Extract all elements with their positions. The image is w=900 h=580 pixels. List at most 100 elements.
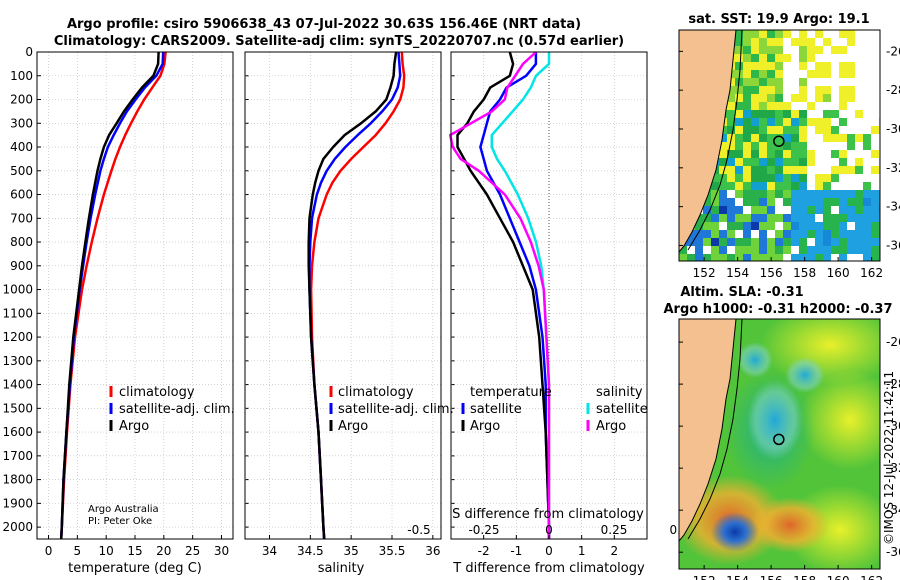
- salinity-lines: [307, 51, 406, 540]
- depth-tick-label: 1100: [2, 306, 33, 320]
- series-line-argo: [307, 51, 398, 540]
- x-tick-label: 15: [127, 544, 142, 558]
- legend-label-s-satellite: satellite: [596, 402, 648, 417]
- shelf-contour: [687, 30, 743, 251]
- series-line-satellite-s-diff: [490, 52, 551, 539]
- s-diff-axis-label: S difference from climatology: [452, 507, 644, 522]
- difference-legend-temperature: temperature satellite Argo: [461, 385, 552, 434]
- depth-tick-label: 800: [10, 235, 33, 249]
- difference-legend-salinity: salinity satellite Argo: [586, 385, 648, 434]
- temperature-panel: 0 5 10 15 20 25 30 0 100 200 300 400 500 600 700 800 90…: [2, 45, 455, 576]
- depth-ticks: 0 100 200 300 400 500 600 700 800 900 1000 1100 1200…: [2, 45, 455, 534]
- depth-tick-label: 0: [25, 45, 33, 59]
- lon-tick-label: 156: [760, 574, 783, 580]
- figure-title-line2: Climatology: CARS2009. Satellite-adj cli…: [54, 34, 624, 49]
- depth-tick-label: 1500: [2, 401, 33, 415]
- sla-lon-ticks: 152 154 156 158 160 162: [693, 565, 883, 580]
- sst-map: sat. SST: 19.9 Argo: 19.1 152 154 156 158 16…: [678, 12, 900, 280]
- x-tick-label: 34: [262, 544, 277, 558]
- difference-xticks: -2 -1 0 1 2: [478, 535, 618, 558]
- lat-tick-label: -28: [886, 83, 900, 97]
- temperature-xlabel: temperature (deg C): [68, 561, 202, 576]
- lon-tick-label: 156: [760, 266, 783, 280]
- depth-tick-label: 100: [10, 69, 33, 83]
- x-tick-label: 30: [214, 544, 229, 558]
- lat-tick-label: -26: [886, 44, 900, 58]
- legend-label-satellite: satellite-adj. clim.: [119, 402, 235, 417]
- credit-line1: Argo Australia: [88, 504, 159, 515]
- depth-tick-label: 1600: [2, 425, 33, 439]
- x-tick-label: 5: [74, 544, 82, 558]
- series-line-argo-s-diff: [448, 51, 551, 539]
- legend-label-argo: Argo: [338, 419, 368, 434]
- x-tick-label: 36: [425, 544, 440, 558]
- lat-tick-label: -30: [886, 419, 900, 433]
- sla-lat-ticks: -26 -28 -30 -32 -34 -36: [679, 335, 900, 559]
- lat-tick-label: -36: [886, 238, 900, 252]
- lat-tick-label: -34: [886, 200, 900, 214]
- salinity-axes-frame: [244, 51, 442, 540]
- depth-tick-label: 600: [10, 188, 33, 202]
- series-line-satellite-adj-clim: [308, 51, 402, 540]
- lat-tick-label: -28: [886, 377, 900, 391]
- sla-map-frame: [678, 318, 881, 570]
- lon-tick-label: 160: [827, 266, 850, 280]
- salinity-grid: [245, 51, 441, 539]
- depth-tick-label: 1000: [2, 283, 33, 297]
- legend-title-salinity: salinity: [596, 385, 643, 400]
- sst-lat-ticks: -26 -28 -30 -32 -34 -36: [679, 44, 900, 252]
- depth-tick-label: 1700: [2, 449, 33, 463]
- s-tick-label: -0.25: [468, 523, 499, 537]
- salinity-xticks: 34 34.5 35 35.5 36: [262, 535, 440, 558]
- temperature-xticks: 0 5 10 15 20 25 30: [45, 535, 229, 558]
- lon-tick-label: 162: [860, 266, 883, 280]
- sla-map: Altim. SLA: -0.31 Argo h1000: -0.31 h200…: [663, 285, 900, 580]
- s-tick-label: -0.5: [407, 523, 430, 537]
- australia-landmass: [679, 30, 737, 253]
- salinity-xlabel: salinity: [318, 561, 365, 576]
- salinity-legend: climatology satellite-adj. clim. Argo: [329, 385, 454, 434]
- depth-tick-label: 900: [10, 259, 33, 273]
- credit-line2: PI: Peter Oke: [88, 516, 152, 527]
- x-tick-label: -2: [478, 544, 490, 558]
- depth-tick-label: 300: [10, 116, 33, 130]
- legend-label-t-argo: Argo: [470, 419, 500, 434]
- sst-lon-ticks: 152 154 156 158 160 162: [693, 257, 883, 280]
- lon-tick-label: 154: [726, 574, 749, 580]
- depth-tick-label: 2000: [2, 520, 33, 534]
- x-tick-label: 0: [545, 544, 553, 558]
- temperature-grid: [37, 51, 233, 539]
- australia-landmass: [679, 319, 737, 542]
- difference-lines: [448, 51, 551, 539]
- legend-label-satellite: satellite-adj. clim.: [338, 402, 454, 417]
- salinity-panel: 34 34.5 35 35.5 36 salinity climatology sate…: [244, 51, 454, 576]
- lat-tick-label: -30: [886, 122, 900, 136]
- x-tick-label: 35: [344, 544, 359, 558]
- legend-label-climatology: climatology: [119, 385, 195, 400]
- x-tick-label: 25: [185, 544, 200, 558]
- temperature-legend: climatology satellite-adj. clim. Argo: [109, 385, 235, 434]
- sla-map-subtitle: Argo h1000: -0.31 h2000: -0.37: [663, 302, 892, 317]
- lon-tick-label: 158: [793, 574, 816, 580]
- lon-tick-label: 160: [827, 574, 850, 580]
- depth-tick-label: 1200: [2, 330, 33, 344]
- difference-xlabel: T difference from climatology: [452, 561, 645, 576]
- series-line-satellite-t-diff: [479, 52, 551, 539]
- x-tick-label: 1: [578, 544, 586, 558]
- x-tick-label: 10: [99, 544, 114, 558]
- argo-location-marker: [773, 433, 785, 446]
- lat-tick-label: -36: [886, 545, 900, 559]
- series-line-argo: [59, 51, 160, 540]
- lat-tick-label: -34: [886, 503, 900, 517]
- sst-map-title: sat. SST: 19.9 Argo: 19.1: [688, 12, 869, 27]
- lat-tick-label: -26: [886, 335, 900, 349]
- legend-label-s-argo: Argo: [596, 419, 626, 434]
- depth-tick-label: 1800: [2, 473, 33, 487]
- depth-tick-label: 700: [10, 211, 33, 225]
- legend-label-climatology: climatology: [338, 385, 414, 400]
- lon-tick-label: 158: [793, 266, 816, 280]
- s-tick-label: 0.25: [601, 523, 628, 537]
- s-tick-label: 0: [545, 523, 553, 537]
- legend-label-argo: Argo: [119, 419, 149, 434]
